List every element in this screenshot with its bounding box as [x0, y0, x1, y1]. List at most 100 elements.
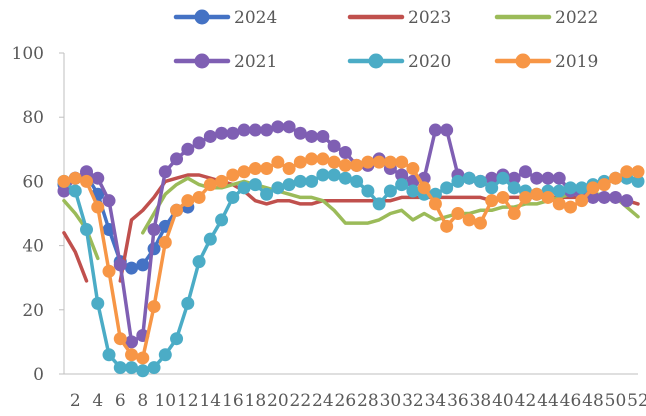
- data-point-2019: [541, 190, 555, 204]
- data-point-2020: [473, 174, 487, 188]
- series-2022: [62, 176, 640, 261]
- data-point-2021: [293, 126, 307, 140]
- data-point-2021: [552, 171, 566, 185]
- data-point-2021: [271, 120, 285, 134]
- data-point-2020: [316, 168, 330, 182]
- data-point-2021: [327, 139, 341, 153]
- data-point-2019: [80, 174, 94, 188]
- data-point-2020: [170, 332, 184, 346]
- data-point-2020: [282, 178, 296, 192]
- series-line-2023: [62, 231, 89, 283]
- x-tick-label: 20: [267, 391, 289, 411]
- legend-marker: [368, 53, 384, 69]
- data-point-2020: [136, 364, 150, 378]
- series-line-2022: [141, 176, 640, 235]
- data-point-2021: [586, 190, 600, 204]
- data-point-2019: [215, 174, 229, 188]
- data-point-2020: [147, 361, 161, 375]
- y-tick-label: 100: [12, 44, 44, 64]
- series-line-2022: [62, 198, 100, 261]
- data-point-2021: [395, 168, 409, 182]
- data-point-2020: [496, 171, 510, 185]
- data-point-2019: [417, 181, 431, 195]
- x-tick-label: 30: [380, 391, 402, 411]
- legend-item-2022: 2022: [494, 8, 598, 28]
- data-point-2020: [631, 174, 645, 188]
- data-point-2020: [192, 255, 206, 269]
- data-point-2020: [507, 181, 521, 195]
- legend-item-2019: 2019: [494, 52, 598, 72]
- data-point-2021: [113, 258, 127, 272]
- data-point-2019: [102, 264, 116, 278]
- x-axis: 2 4 6 8 10 12 14 16 18 20 22 24 26 28 30 32 34 36 38 40 42 44…: [64, 373, 646, 411]
- data-point-2020: [125, 361, 139, 375]
- data-point-2021: [125, 335, 139, 349]
- data-point-2021: [181, 142, 195, 156]
- legend-item-2021: 2021: [173, 52, 277, 72]
- legend-marker: [194, 9, 210, 25]
- data-point-2020: [215, 213, 229, 227]
- data-point-2019: [485, 194, 499, 208]
- data-point-2019: [428, 197, 442, 211]
- data-point-2024: [136, 258, 150, 272]
- data-point-2020: [327, 168, 341, 182]
- data-point-2020: [440, 181, 454, 195]
- data-point-2021: [248, 123, 262, 137]
- data-point-2019: [282, 162, 296, 176]
- x-tick-label: 44: [537, 391, 559, 411]
- data-point-2021: [316, 129, 330, 143]
- y-tick-label: 0: [33, 365, 44, 385]
- x-tick-label: 2: [70, 391, 81, 411]
- data-point-2020: [462, 171, 476, 185]
- data-point-2019: [530, 187, 544, 201]
- data-point-2021: [541, 171, 555, 185]
- data-point-2019: [136, 351, 150, 365]
- data-point-2019: [338, 158, 352, 172]
- data-point-2019: [586, 181, 600, 195]
- data-point-2021: [226, 126, 240, 140]
- data-point-2021: [440, 123, 454, 137]
- data-point-2019: [226, 168, 240, 182]
- x-tick-label: 16: [222, 391, 244, 411]
- data-point-2019: [462, 213, 476, 227]
- data-point-2019: [507, 207, 521, 220]
- legend-label: 2020: [408, 52, 451, 72]
- x-tick-label: 28: [357, 391, 379, 411]
- data-point-2021: [597, 190, 611, 204]
- x-tick-label: 34: [425, 391, 447, 411]
- x-tick-label: 32: [402, 391, 424, 411]
- data-point-2019: [147, 300, 161, 314]
- data-point-2019: [350, 158, 364, 172]
- data-point-2019: [91, 200, 105, 214]
- data-point-2020: [305, 174, 319, 188]
- data-point-2019: [395, 155, 409, 169]
- series-2019: [57, 152, 645, 365]
- data-point-2019: [305, 152, 319, 166]
- data-point-2020: [338, 171, 352, 185]
- data-point-2021: [620, 194, 634, 208]
- data-point-2020: [68, 184, 82, 198]
- data-point-2019: [293, 155, 307, 169]
- data-point-2021: [507, 171, 521, 185]
- data-point-2019: [563, 200, 577, 214]
- data-point-2019: [248, 162, 262, 176]
- data-point-2020: [372, 197, 386, 211]
- data-point-2021: [338, 146, 352, 160]
- x-tick-label: 40: [492, 391, 514, 411]
- data-point-2021: [518, 165, 532, 179]
- data-point-2021: [608, 190, 622, 204]
- data-point-2021: [237, 123, 251, 137]
- data-point-2019: [406, 162, 420, 176]
- x-tick-label: 42: [515, 391, 537, 411]
- data-point-2020: [451, 174, 465, 188]
- data-point-2019: [372, 155, 386, 169]
- data-point-2019: [203, 178, 217, 192]
- data-point-2020: [395, 178, 409, 192]
- x-tick-label: 36: [447, 391, 469, 411]
- data-point-2019: [361, 155, 375, 169]
- data-point-2021: [305, 129, 319, 143]
- data-point-2020: [158, 348, 172, 362]
- data-point-2021: [428, 123, 442, 137]
- data-point-2021: [158, 165, 172, 179]
